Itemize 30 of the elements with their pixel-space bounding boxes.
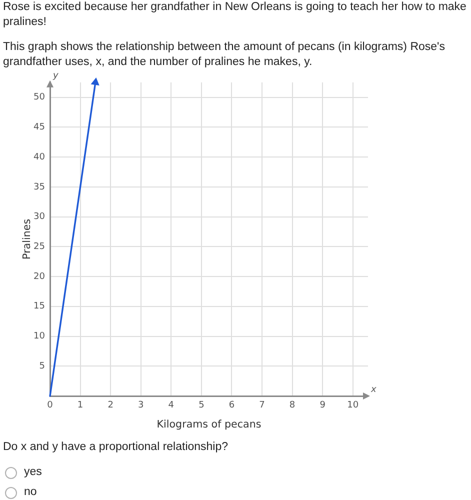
x-axis-title: Kilograms of pecans [156,418,262,430]
y-tick-label: 50 [34,92,46,103]
x-tick-label: 2 [108,400,114,411]
text: yes [24,465,42,480]
x-tick-label: 1 [77,400,84,411]
x-tick-label: 6 [228,400,235,411]
x-tick-label: 9 [320,400,326,411]
annotation: x [370,384,377,395]
y-tick-label: 45 [34,122,45,133]
y-tick-label: 5 [39,361,45,372]
x-tick-label: 5 [198,400,204,411]
x-tick-label: 0 [47,400,54,411]
y-axis-title: Pralines [20,218,33,260]
y-tick-label: 40 [34,152,46,162]
chart-title: Rose is excited because her grandfather in New Orleans is going to teach her how to make pralines! [3,0,468,30]
x-tick-label: 8 [289,400,296,411]
y-tick-label: 35 [34,182,45,192]
x-tick-label: 3 [138,400,144,411]
y-tick-label: 30 [34,212,46,222]
y-tick-label: 25 [34,242,45,252]
text: no [24,485,37,500]
chart-subtitle: This graph shows the relationship between the amount of pecans (in kilograms) Rose's grandfather uses, x, and the number of pralines he makes, y. [3,40,446,70]
x-tick-label: 7 [259,400,265,411]
x-tick-label: 4 [168,400,174,411]
y-tick-label: 20 [34,272,46,282]
y-tick-label: 10 [34,332,46,342]
y-tick-label: 15 [34,302,45,312]
text: Do x and y have a proportional relationship? [3,440,228,455]
annotation: y [52,71,59,82]
x-tick-label: 10 [347,400,359,411]
